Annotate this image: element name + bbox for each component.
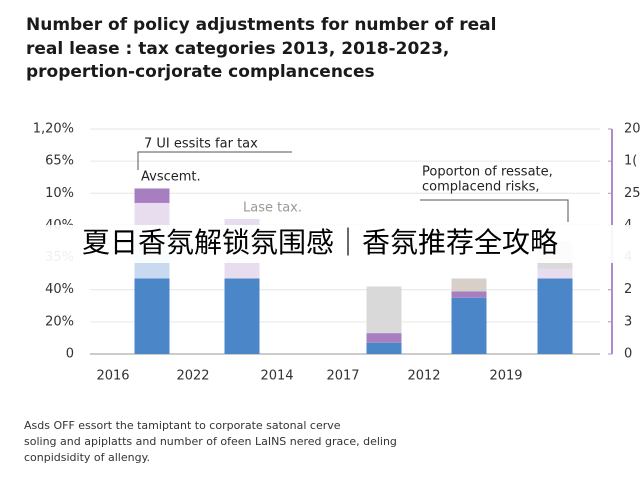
footnote: soling and apiplatts and number of ofeen…: [24, 435, 397, 448]
x-tick-label: 2012: [407, 369, 440, 384]
y2-tick-label: 0: [624, 347, 632, 362]
x-tick-label: 2014: [260, 369, 293, 384]
bracket: [137, 151, 292, 170]
y-tick-label: 65%: [45, 154, 74, 169]
bar-segment: [451, 278, 487, 292]
banner-bg: [0, 225, 640, 263]
annotation: Lase tax.: [243, 201, 302, 216]
y2-tick-label: 1(: [624, 154, 637, 169]
bar-segment: [366, 333, 402, 343]
y-tick-label: 10%: [45, 186, 74, 201]
y-tick-label: 1,20%: [33, 122, 74, 137]
bar-segment: [134, 278, 170, 354]
y2-tick-label: 3: [624, 314, 632, 329]
bar-segment: [537, 268, 573, 279]
y-tick-label: 20%: [45, 314, 74, 329]
y-tick-label: 40%: [45, 282, 74, 297]
x-tick-label: 2019: [489, 369, 522, 384]
annotation: Poporton of ressate,: [422, 165, 553, 180]
bar-segment: [134, 188, 170, 203]
bar-segment: [366, 342, 402, 354]
footnote: conpidsidity of allengy.: [24, 451, 150, 464]
y2-tick-label: 2: [624, 282, 632, 297]
y-tick-label: 0: [66, 347, 74, 362]
annotation: 7 UI essits far tax: [144, 137, 258, 152]
bar-segment: [224, 278, 260, 354]
bar-segment: [366, 286, 402, 334]
y2-tick-label: 25: [624, 186, 640, 201]
x-tick-label: 2016: [96, 369, 129, 384]
x-tick-label: 2022: [176, 369, 209, 384]
bar-segment: [451, 297, 487, 354]
chart-title: real lease : tax categories 2013, 2018-2…: [26, 39, 449, 59]
banner: 夏日香氛解锁氛围感｜香氛推荐全攻略: [82, 226, 558, 259]
annotation: Avscemt.: [141, 170, 201, 185]
chart-title: Number of policy adjustments for number …: [26, 15, 496, 35]
y2-tick-label: 20: [624, 122, 640, 137]
bar-segment: [537, 278, 573, 354]
chart-title: propertion-corjorate complancences: [26, 62, 375, 82]
bar-segment: [451, 291, 487, 298]
bracket: [420, 199, 569, 222]
x-tick-label: 2017: [326, 369, 359, 384]
footnote: Asds OFF essort the tamiptant to corpora…: [24, 419, 341, 432]
annotation: complacend risks,: [422, 180, 540, 195]
